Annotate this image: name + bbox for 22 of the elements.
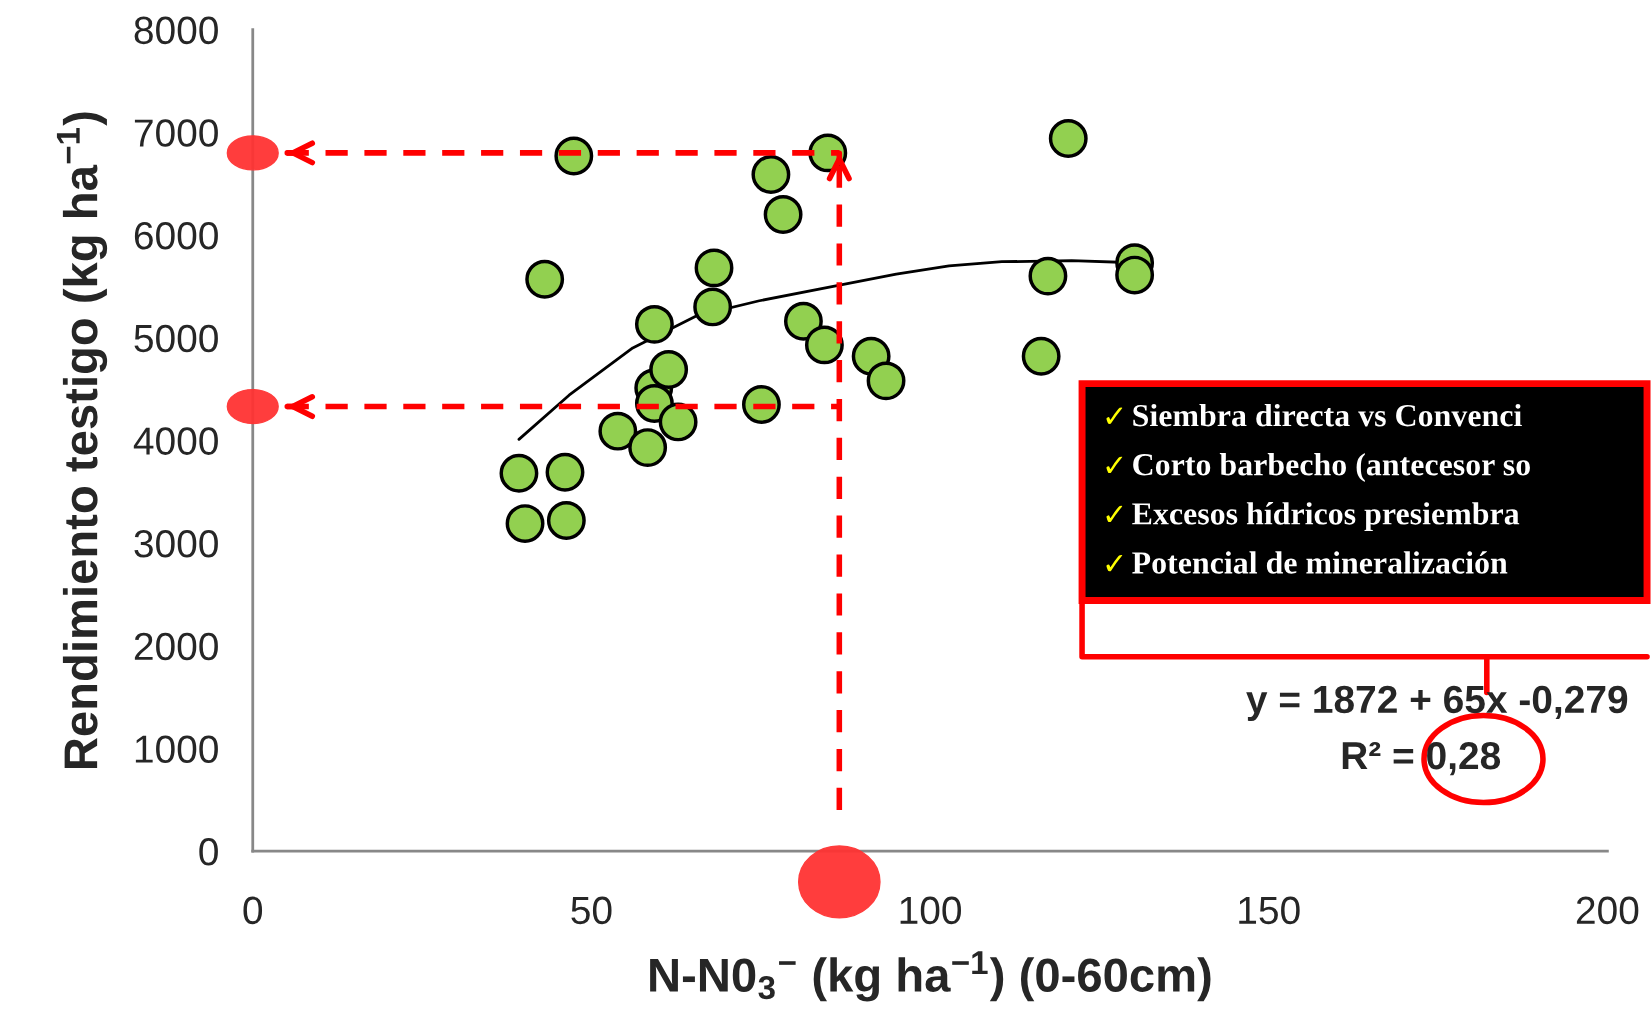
y-tick-label: 7000	[134, 119, 218, 147]
y-tick-label: 5000	[134, 324, 218, 353]
y-tick-label: 3000	[134, 530, 218, 558]
x-tick-label: 200	[1576, 896, 1639, 925]
annotation: ✓Potencial de mineralización	[1106, 551, 1508, 574]
y-tick-label: 8000	[134, 16, 218, 45]
x-tick-label: 150	[1239, 896, 1300, 925]
x-tick-label: 0	[243, 896, 263, 925]
x-axis-title: N-N0$_{3}$$^{−}$ (kg ha$^{−1}$) (0-60cm)	[650, 951, 1211, 1002]
y-tick-label: 4000	[133, 427, 218, 455]
y-tick-label: 0	[199, 838, 218, 866]
x-tick-label: 100	[900, 896, 961, 925]
y-axis-title: Rendimiento testigo (kg ha$^{−1}$)	[56, 112, 108, 769]
y-tick-label: 1000	[135, 735, 218, 763]
y-tick-label: 6000	[134, 221, 218, 250]
x-tick-label: 50	[571, 896, 612, 925]
annotation: ✓Excesos hídricos presiembra	[1106, 502, 1520, 532]
annotation: ✓Siembra directa vs Convenci	[1106, 403, 1522, 427]
y-tick-label: 2000	[134, 632, 218, 661]
annotation: y = 1872 + 65x -0,279	[1246, 685, 1628, 721]
annotation: ✓Corto barbecho (antecesor so	[1106, 453, 1530, 482]
annotation: R² = 0,28	[1342, 741, 1501, 776]
